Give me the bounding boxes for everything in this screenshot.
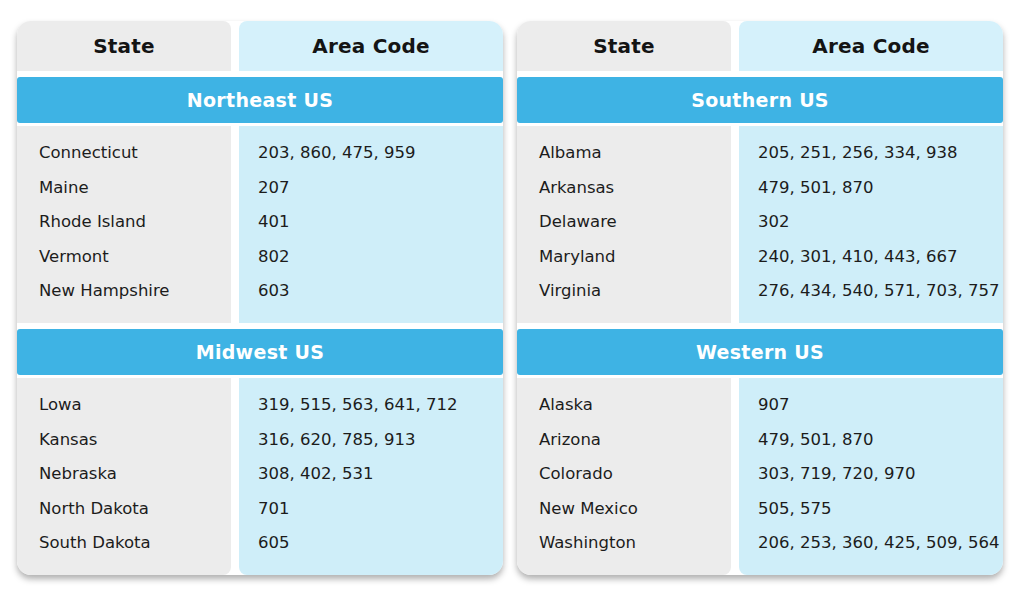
state-name: New Hampshire [17, 274, 231, 309]
area-codes: 316, 620, 785, 913 [239, 423, 503, 458]
state-column: Connecticut Maine Rhode Island Vermont N… [17, 126, 231, 323]
state-name: Virginia [517, 274, 731, 309]
area-codes: 605 [239, 526, 503, 561]
area-codes: 603 [239, 274, 503, 309]
state-name: Kansas [17, 423, 231, 458]
state-name: Delaware [517, 205, 731, 240]
state-name: Arkansas [517, 171, 731, 206]
section-western-us: Western US Alaska Arizona Colorado New M… [517, 329, 1003, 575]
section-rows: Albama Arkansas Delaware Maryland Virgin… [517, 126, 1003, 323]
section-rows: Connecticut Maine Rhode Island Vermont N… [17, 126, 503, 323]
area-codes: 479, 501, 870 [739, 423, 1003, 458]
area-codes-column: 907 479, 501, 870 303, 719, 720, 970 505… [739, 378, 1003, 575]
section-rows: Alaska Arizona Colorado New Mexico Washi… [517, 378, 1003, 575]
area-codes-column: 319, 515, 563, 641, 712 316, 620, 785, 9… [239, 378, 503, 575]
area-codes-column: 203, 860, 475, 959 207 401 802 603 [239, 126, 503, 323]
state-name: Vermont [17, 240, 231, 275]
state-column-header: State [17, 21, 231, 71]
state-column: Lowa Kansas Nebraska North Dakota South … [17, 378, 231, 575]
area-code-column-header: Area Code [739, 21, 1003, 71]
area-codes: 479, 501, 870 [739, 171, 1003, 206]
state-name: South Dakota [17, 526, 231, 561]
state-name: Maine [17, 171, 231, 206]
state-name: Maryland [517, 240, 731, 275]
section-title-bar: Midwest US [17, 329, 503, 375]
area-code-column-header: Area Code [239, 21, 503, 71]
section-title-bar: Western US [517, 329, 1003, 375]
area-codes: 308, 402, 531 [239, 457, 503, 492]
area-codes: 276, 434, 540, 571, 703, 757 [739, 274, 1003, 309]
area-codes: 505, 575 [739, 492, 1003, 527]
section-midwest-us: Midwest US Lowa Kansas Nebraska North Da… [17, 329, 503, 575]
area-codes: 319, 515, 563, 641, 712 [239, 388, 503, 423]
state-name: Rhode Island [17, 205, 231, 240]
area-codes-column: 205, 251, 256, 334, 938 479, 501, 870 30… [739, 126, 1003, 323]
section-southern-us: Southern US Albama Arkansas Delaware Mar… [517, 77, 1003, 323]
area-codes: 302 [739, 205, 1003, 240]
state-column: Alaska Arizona Colorado New Mexico Washi… [517, 378, 731, 575]
section-rows: Lowa Kansas Nebraska North Dakota South … [17, 378, 503, 575]
section-title-bar: Southern US [517, 77, 1003, 123]
area-code-table-left: State Area Code Northeast US Connecticut… [17, 21, 503, 575]
area-codes: 203, 860, 475, 959 [239, 136, 503, 171]
state-name: New Mexico [517, 492, 731, 527]
area-codes: 206, 253, 360, 425, 509, 564 [739, 526, 1003, 561]
area-codes: 207 [239, 171, 503, 206]
state-name: Lowa [17, 388, 231, 423]
state-name: Washington [517, 526, 731, 561]
area-codes: 802 [239, 240, 503, 275]
area-codes: 907 [739, 388, 1003, 423]
state-name: Connecticut [17, 136, 231, 171]
column-header-row: State Area Code [517, 21, 1003, 71]
column-header-row: State Area Code [17, 21, 503, 71]
state-column-header: State [517, 21, 731, 71]
state-name: Nebraska [17, 457, 231, 492]
area-codes: 240, 301, 410, 443, 667 [739, 240, 1003, 275]
area-codes: 401 [239, 205, 503, 240]
area-codes: 701 [239, 492, 503, 527]
section-northeast-us: Northeast US Connecticut Maine Rhode Isl… [17, 77, 503, 323]
state-column: Albama Arkansas Delaware Maryland Virgin… [517, 126, 731, 323]
state-name: Colorado [517, 457, 731, 492]
area-codes: 303, 719, 720, 970 [739, 457, 1003, 492]
state-name: Alaska [517, 388, 731, 423]
state-name: Albama [517, 136, 731, 171]
area-code-table-right: State Area Code Southern US Albama Arkan… [517, 21, 1003, 575]
area-codes: 205, 251, 256, 334, 938 [739, 136, 1003, 171]
section-title-bar: Northeast US [17, 77, 503, 123]
state-name: North Dakota [17, 492, 231, 527]
state-name: Arizona [517, 423, 731, 458]
